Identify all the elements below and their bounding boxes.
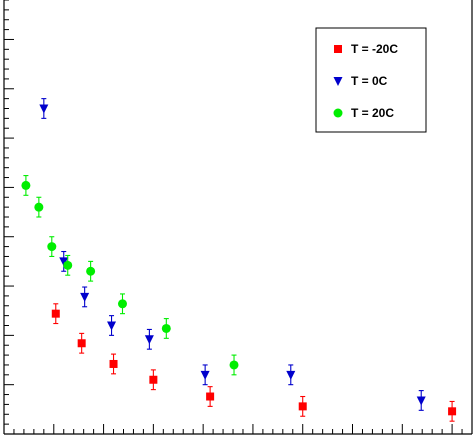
data-point [286, 370, 296, 380]
data-point [34, 202, 44, 212]
data-point [86, 266, 96, 276]
plot-area [21, 98, 457, 422]
legend-label: T = 0C [351, 74, 388, 88]
data-point [161, 323, 171, 333]
data-point [21, 180, 31, 190]
x-ticks [3, 424, 473, 434]
legend-marker [333, 108, 343, 118]
legend: T = -20C T = 0C T = 20C [315, 27, 427, 133]
data-point [200, 370, 210, 380]
legend-marker [334, 45, 342, 53]
data-point [144, 335, 154, 345]
data-point [206, 392, 215, 401]
data-point [59, 257, 69, 267]
data-point [39, 104, 49, 114]
data-point [109, 359, 118, 368]
series-triangle-down [39, 98, 426, 411]
y-ticks [4, 0, 14, 435]
legend-marker [333, 77, 343, 86]
data-point [47, 242, 57, 252]
data-point [149, 375, 158, 384]
data-point [107, 321, 117, 331]
data-point [298, 402, 307, 411]
data-point [80, 292, 90, 302]
data-point [63, 260, 73, 270]
series-circle [21, 175, 239, 376]
data-point [117, 299, 127, 309]
data-point [51, 309, 60, 318]
legend-label: T = -20C [351, 42, 398, 56]
axes [3, 0, 473, 435]
legend-label: T = 20C [351, 106, 394, 120]
data-point [448, 407, 457, 416]
data-point [229, 360, 239, 370]
data-point [416, 396, 426, 406]
series-square [51, 303, 457, 422]
data-point [77, 339, 86, 348]
